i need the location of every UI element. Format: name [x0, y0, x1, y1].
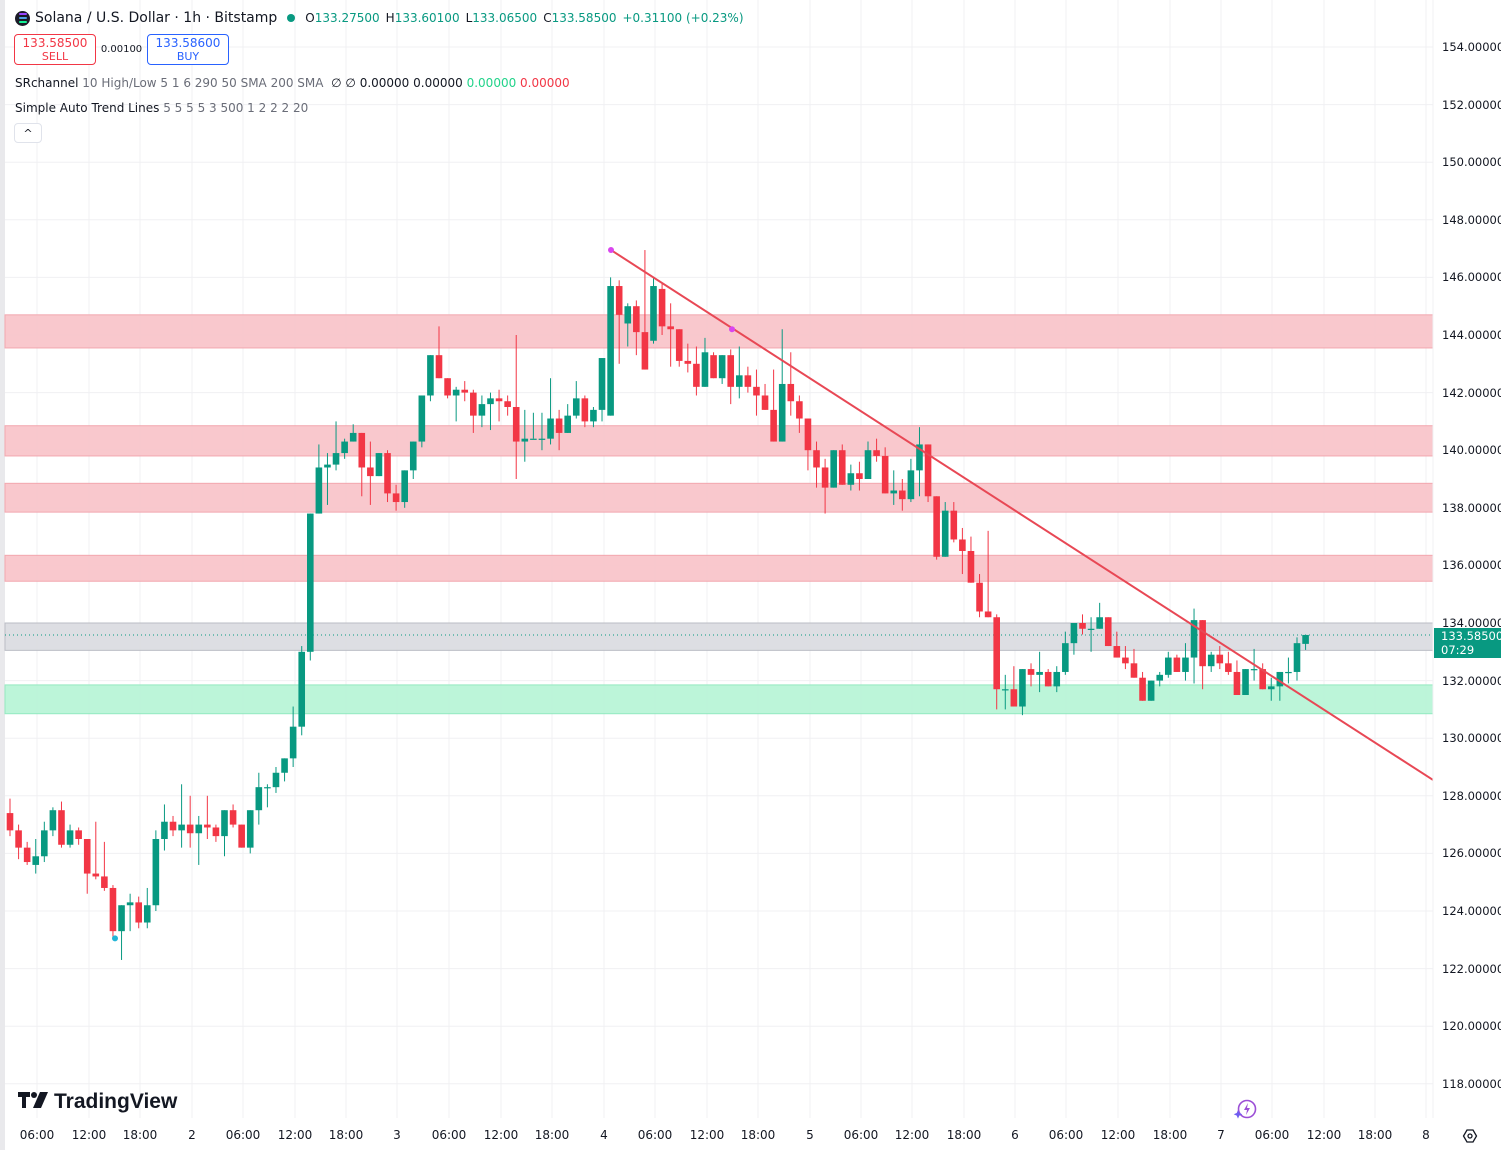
time-tick-label: 18:00 [740, 1128, 776, 1142]
bar-countdown: 07:29 [1441, 643, 1475, 657]
price-tick-label: 124.00000 [1442, 904, 1501, 918]
time-tick-label: 6 [1011, 1128, 1019, 1142]
price-tick-label: 148.00000 [1442, 212, 1501, 227]
time-tick-label: 06:00 [1048, 1128, 1084, 1142]
price-tick-label: 146.00000 [1442, 270, 1501, 285]
price-tick-label: 118.00000 [1442, 1076, 1501, 1091]
time-tick-label: 18:00 [328, 1128, 364, 1142]
price-tick-label: 144.00000 [1442, 328, 1501, 342]
time-tick-label: 12:00 [1306, 1128, 1342, 1142]
time-tick-label: 2 [188, 1128, 196, 1142]
current-price-tag: 133.58500 07:29 [1434, 628, 1501, 658]
price-tick-label: 138.00000 [1442, 500, 1501, 515]
spread-value: 0.00100 [100, 44, 143, 55]
price-tick-label: 154.00000 [1442, 40, 1501, 54]
sr-zones [4, 314, 1434, 715]
price-tick-label: 130.00000 [1442, 731, 1501, 746]
time-tick-label: 12:00 [1100, 1128, 1136, 1142]
pivot-markers [112, 247, 735, 942]
tradingview-logo[interactable]: TradingView [18, 1090, 177, 1114]
time-tick-label: 06:00 [19, 1128, 55, 1142]
tradingview-wordmark: TradingView [54, 1090, 178, 1113]
price-tick-label: 128.00000 [1442, 788, 1501, 803]
market-status-dot-icon [287, 14, 296, 22]
time-tick-label: 12:00 [894, 1128, 930, 1142]
collapse-legend-button[interactable]: ^ [14, 123, 42, 143]
solana-logo-icon [15, 10, 30, 26]
price-tick-label: 152.00000 [1442, 97, 1501, 112]
sell-button[interactable]: 133.58500 SELL [14, 34, 96, 65]
indicator-auto-trend-lines[interactable]: Simple Auto Trend Lines 5 5 5 5 3 500 1 … [15, 101, 309, 115]
indicator-srchannel[interactable]: SRchannel 10 High/Low 5 1 6 290 50 SMA 2… [15, 76, 570, 90]
price-tick-label: 140.00000 [1442, 443, 1501, 458]
price-tick-label: 126.00000 [1442, 846, 1501, 861]
ohlc-low: L133.06500 [465, 11, 538, 25]
time-tick-label: 18:00 [946, 1128, 982, 1142]
price-tick-label: 134.00000 [1442, 616, 1501, 630]
ohlc-high: H133.60100 [385, 11, 460, 25]
trend-line[interactable] [610, 249, 1434, 781]
time-tick-label: 18:00 [122, 1128, 158, 1142]
time-tick-label: 18:00 [1152, 1128, 1188, 1142]
price-tick-label: 136.00000 [1442, 558, 1501, 573]
price-tick-label: 150.00000 [1442, 155, 1501, 170]
time-tick-label: 06:00 [1254, 1128, 1290, 1142]
price-tick-label: 132.00000 [1442, 673, 1501, 688]
time-tick-label: 06:00 [843, 1128, 879, 1142]
time-tick-label: 06:00 [225, 1128, 261, 1142]
time-tick-label: 12:00 [71, 1128, 107, 1142]
sell-label: SELL [41, 49, 69, 63]
time-tick-label: 3 [393, 1128, 401, 1142]
price-tick-label: 122.00000 [1442, 961, 1501, 976]
time-tick-label: 18:00 [1357, 1128, 1393, 1142]
time-tick-label: 06:00 [637, 1128, 673, 1142]
tradingview-mark-icon [18, 1091, 48, 1114]
buy-label: BUY [176, 49, 200, 63]
chart-legend: Solana / U.S. Dollar · 1h · Bitstamp O13… [15, 8, 744, 28]
buy-price: 133.58600 [155, 35, 221, 50]
symbol-title[interactable]: Solana / U.S. Dollar · 1h · Bitstamp [35, 10, 278, 26]
trade-buttons: 133.58500 SELL 0.00100 133.58600 BUY [14, 34, 229, 65]
time-tick-label: 5 [806, 1128, 814, 1142]
candlesticks [6, 250, 1309, 960]
time-tick-label: 7 [1217, 1128, 1225, 1142]
time-tick-label: 12:00 [277, 1128, 313, 1142]
time-tick-label: 8 [1422, 1128, 1430, 1142]
time-tick-label: 18:00 [534, 1128, 570, 1142]
lightning-assistant-icon[interactable] [1232, 1097, 1260, 1123]
chart-settings-icon[interactable] [1462, 1128, 1478, 1144]
chevron-up-icon: ^ [23, 126, 33, 140]
time-tick-label: 06:00 [431, 1128, 467, 1142]
sell-price: 133.58500 [22, 35, 88, 50]
price-tick-label: 120.00000 [1442, 1019, 1501, 1034]
current-price-label: 133.58500 [1441, 629, 1501, 643]
chart-left-border [0, 0, 5, 1150]
time-tick-label: 12:00 [689, 1128, 725, 1142]
time-tick-label: 4 [600, 1128, 608, 1142]
ohlc-close: C133.58500 [543, 11, 617, 25]
price-tick-label: 142.00000 [1442, 385, 1501, 400]
time-tick-label: 12:00 [483, 1128, 519, 1142]
ohlc-open: O133.27500 [305, 11, 380, 25]
price-change: +0.31100 (+0.23%) [622, 11, 744, 25]
buy-button[interactable]: 133.58600 BUY [147, 34, 229, 65]
